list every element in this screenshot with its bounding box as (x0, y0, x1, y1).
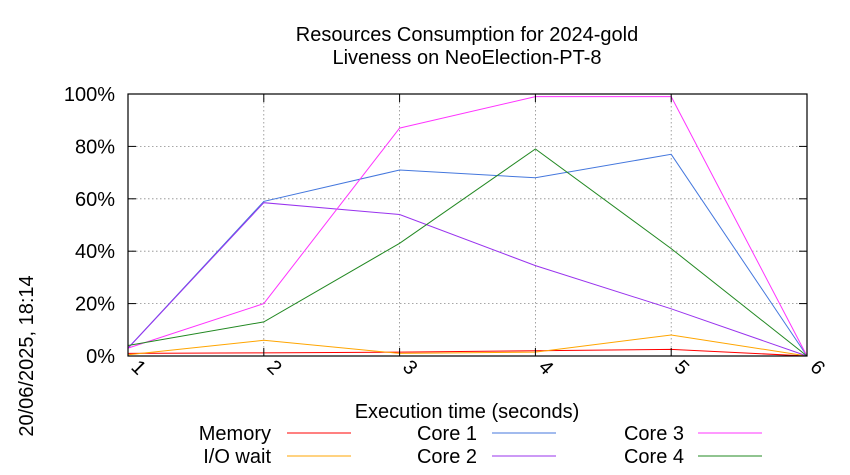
grid (128, 94, 807, 356)
legend-label-core-1: Core 1 (417, 423, 477, 445)
legend-label-core-2: Core 2 (417, 446, 477, 468)
chart-title-line-2: Liveness on NeoElection-PT-8 (332, 47, 601, 69)
x-tick-label: 2 (262, 356, 285, 379)
series-line-core-2 (127, 202, 808, 357)
x-axis-label: Execution time (seconds) (355, 401, 580, 423)
y-tick-label: 40% (75, 241, 115, 263)
x-tick-label: 1 (127, 356, 150, 379)
y-tick-label: 100% (64, 84, 115, 106)
y-tick-label: 0% (86, 346, 115, 368)
series-lines (127, 96, 808, 357)
series-line-core-1 (127, 153, 808, 357)
y-tick-label: 80% (75, 136, 115, 158)
legend-label-core-4: Core 4 (624, 446, 684, 468)
legend-label-core-3: Core 3 (624, 423, 684, 445)
legend-label-i-o-wait: I/O wait (203, 446, 271, 468)
series-line-i-o-wait (127, 334, 808, 357)
series-line-core-4 (127, 148, 808, 357)
x-tick-label: 4 (534, 356, 557, 379)
x-tick-label: 3 (398, 356, 421, 379)
x-tick-label: 5 (670, 356, 693, 379)
x-tick-label: 6 (806, 356, 829, 379)
y-tick-label: 60% (75, 189, 115, 211)
series-line-memory (127, 348, 808, 357)
y-tick-label: 20% (75, 294, 115, 316)
timestamp-label: 20/06/2025, 18:14 (16, 275, 38, 436)
series-line-core-3 (127, 96, 808, 357)
chart-title-line-1: Resources Consumption for 2024-gold (296, 24, 638, 46)
plot-frame (127, 93, 808, 357)
legend-label-memory: Memory (199, 423, 271, 445)
